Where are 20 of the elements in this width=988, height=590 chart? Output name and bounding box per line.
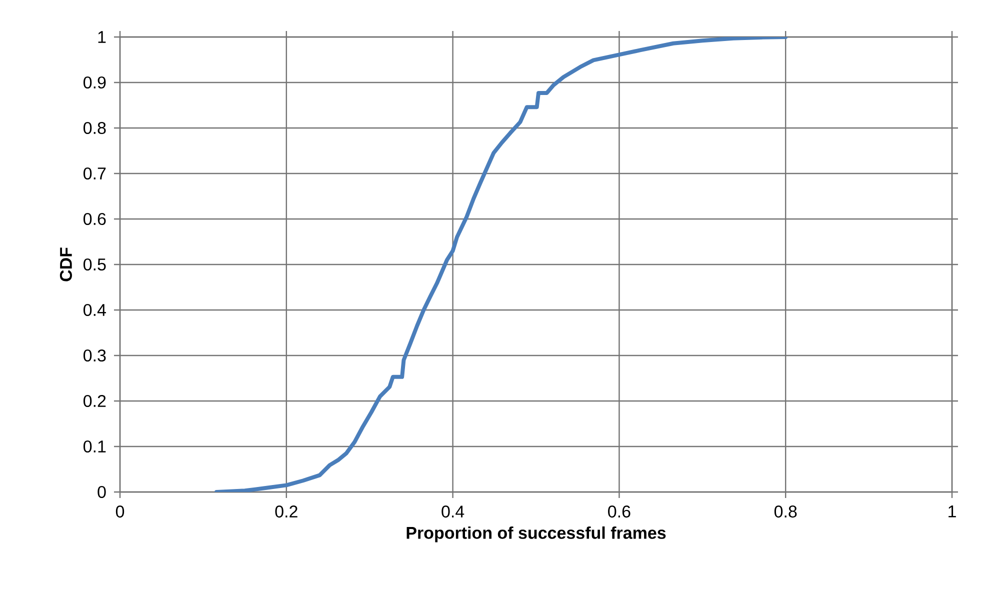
x-tick-label: 0.4 bbox=[442, 506, 464, 518]
y-tick-label: 0.3 bbox=[84, 349, 106, 362]
x-tick-label: 0.6 bbox=[608, 506, 630, 518]
y-tick-label: 0.4 bbox=[84, 304, 106, 316]
x-tick-label: 0 bbox=[116, 506, 124, 518]
y-axis-title: CDF bbox=[60, 248, 72, 282]
x-tick-label: 0.2 bbox=[275, 506, 298, 518]
y-tick-label: 0.6 bbox=[84, 212, 106, 226]
y-tick-label: 0.1 bbox=[84, 440, 106, 453]
y-tick-label: 0.9 bbox=[84, 76, 106, 89]
x-tick-label: 1 bbox=[948, 506, 956, 518]
x-tick-label: 0.8 bbox=[774, 506, 797, 518]
y-tick-label: 1 bbox=[98, 31, 106, 43]
line-series bbox=[214, 36, 788, 492]
y-tick-label: 0.5 bbox=[84, 258, 106, 271]
x-axis-title: Proportion of successful frames bbox=[406, 526, 666, 542]
y-tick-label: 0.8 bbox=[84, 122, 106, 134]
y-tick-label: 0.2 bbox=[84, 394, 106, 408]
y-tick-label: 0 bbox=[98, 486, 106, 498]
y-tick-label: 0.7 bbox=[84, 167, 106, 180]
